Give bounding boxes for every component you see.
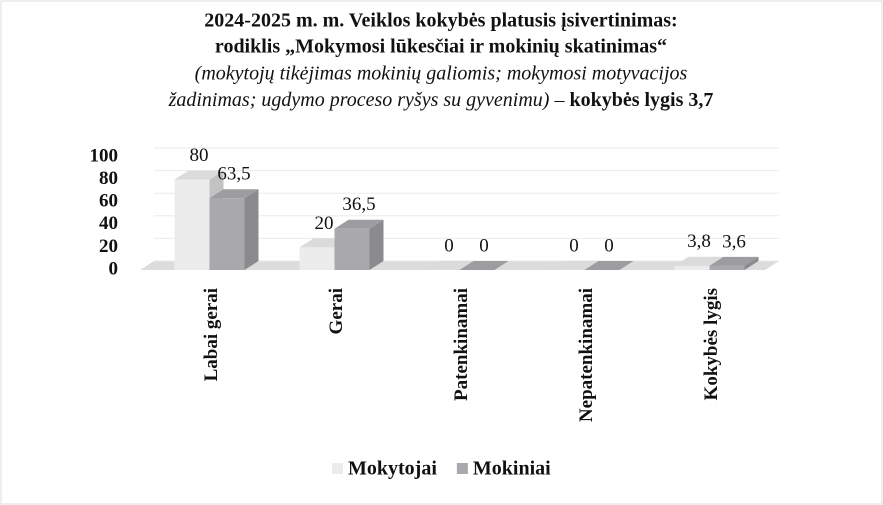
bar	[584, 261, 634, 270]
x-tick-label: Kokybės lygis	[701, 288, 722, 400]
value-label: 0	[444, 235, 454, 256]
bar-front	[709, 265, 745, 270]
chart-subtitle: (mokytojų tikėjimas mokinių galiomis; mo…	[195, 63, 688, 85]
bar	[459, 261, 509, 270]
value-label: 3,8	[687, 231, 711, 252]
chart-title: 2024-2025 m. m. Veiklos kokybės platusis…	[204, 10, 677, 32]
bar	[209, 189, 259, 270]
bar-front	[334, 228, 370, 270]
bar-top	[174, 170, 224, 180]
bar-top	[549, 261, 599, 270]
bar-top	[459, 261, 509, 270]
bar-top	[709, 256, 759, 266]
bar	[709, 256, 759, 270]
x-tick-label: Gerai	[326, 288, 347, 334]
bar-top	[209, 189, 259, 199]
bar-front	[209, 198, 245, 270]
bar-top	[584, 261, 634, 270]
bar-front	[299, 247, 335, 270]
x-tick-label: Labai gerai	[201, 288, 222, 381]
chart-subtitle: žadinimas; ugdymo proceso ryšys su gyven…	[168, 89, 566, 111]
value-label: 36,5	[342, 194, 375, 215]
chart-title: rodiklis „Mokymosi lūkesčiai ir mokinių …	[215, 36, 667, 58]
x-tick-label: Nepatenkinamai	[576, 288, 597, 422]
bar-side	[244, 189, 259, 270]
legend-swatch	[332, 463, 343, 474]
value-label: 80	[190, 145, 209, 166]
bar-side	[369, 219, 384, 270]
y-tick-label: 80	[99, 168, 118, 189]
value-label: 0	[479, 235, 489, 256]
chart-subtitle: žadinimas; ugdymo proceso ryšys su gyven…	[168, 89, 714, 111]
value-label: 63,5	[217, 164, 250, 185]
x-tick-label: Patenkinamai	[451, 288, 472, 401]
bar-top	[334, 219, 384, 229]
value-label: 0	[604, 235, 614, 256]
value-label: 20	[315, 213, 334, 234]
legend-label: Mokiniai	[473, 458, 551, 480]
y-tick-label: 0	[109, 258, 119, 279]
bar-top	[674, 256, 724, 266]
legend-swatch	[456, 463, 468, 474]
value-label: 0	[569, 235, 579, 256]
y-tick-label: 100	[90, 145, 119, 166]
bar	[549, 261, 599, 270]
bar-front	[174, 179, 210, 270]
chart-subtitle-bold: kokybės lygis 3,7	[569, 89, 713, 111]
bar	[334, 219, 384, 270]
legend-label: Mokytojai	[348, 458, 437, 480]
y-tick-label: 60	[99, 191, 118, 212]
bar-front	[674, 265, 710, 270]
y-tick-label: 40	[99, 213, 118, 234]
bar	[424, 261, 474, 270]
y-tick-label: 20	[99, 236, 118, 257]
bar-side	[744, 256, 759, 270]
value-label: 3,6	[722, 231, 746, 252]
bar-top	[424, 261, 474, 270]
